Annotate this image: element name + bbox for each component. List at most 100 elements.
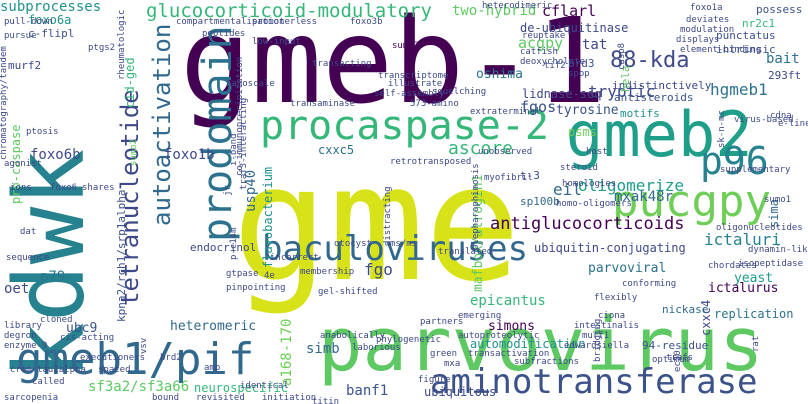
word: subprocesses <box>0 0 102 15</box>
word: distracting <box>383 186 393 246</box>
word: sarcopenia <box>4 393 59 403</box>
word: endocrinol <box>190 241 257 254</box>
word: steroid <box>560 163 598 173</box>
word: banf1 <box>346 383 389 399</box>
word: de-ubiquitinase <box>520 21 629 35</box>
word: intestinalis <box>574 321 640 331</box>
word: 4e <box>264 271 275 281</box>
word: squelching <box>432 87 487 97</box>
word: element-binding <box>680 45 762 55</box>
word: bait <box>766 51 800 67</box>
word: unobserved <box>478 147 533 157</box>
word: neurospecific <box>194 381 288 395</box>
word: ictaluri <box>704 230 782 249</box>
word: 88-kda <box>610 48 690 73</box>
word: fgo <box>364 260 393 279</box>
word: i-band <box>229 133 239 166</box>
word: otocyst <box>334 239 372 249</box>
word: figure <box>418 375 451 385</box>
word: casp8 <box>617 42 627 70</box>
word: transcriptome <box>378 71 449 81</box>
word: amp <box>204 363 221 373</box>
word: flexibly <box>594 293 638 303</box>
word: automodification <box>470 337 586 351</box>
word: simons <box>488 319 535 334</box>
word: executioners <box>80 353 146 363</box>
word: sumo1 <box>764 195 792 205</box>
word: cxxc5 <box>318 143 355 157</box>
word: blepharophimosis <box>471 163 481 250</box>
word: heteromeric <box>170 319 257 334</box>
word: revisited <box>196 393 245 403</box>
word: initiation <box>262 393 317 403</box>
word: edwardsiella <box>564 341 630 351</box>
word: foxo6 <box>50 183 78 193</box>
word: optimum <box>652 355 690 365</box>
word: two-hybrid <box>452 3 537 19</box>
word: deoxycholate <box>520 57 586 67</box>
word: lidnase-seq <box>522 87 602 101</box>
word: rheumatologic <box>117 9 127 80</box>
word: conforming <box>622 279 677 289</box>
word: cloned <box>40 315 73 325</box>
word: agonist <box>4 159 42 169</box>
word: traf3-interacting <box>239 97 249 190</box>
word: indistinctively <box>612 79 712 92</box>
word: foxo6b <box>30 147 81 163</box>
word: incorrect <box>270 253 319 263</box>
word: tat <box>582 37 608 53</box>
word: ptgs2 <box>88 43 116 53</box>
word: oligomerize <box>578 176 684 195</box>
word: modulation <box>680 25 735 35</box>
word: transaminase <box>290 99 356 109</box>
word: displays <box>676 35 720 45</box>
word: nr2c1 <box>742 17 776 30</box>
word: t-3 <box>520 169 540 182</box>
word: oshima <box>476 67 523 82</box>
word: laborious <box>352 343 401 353</box>
word: self-assembly <box>374 89 445 99</box>
word: ubiquitin-conjugating <box>534 241 686 255</box>
word: aminotransferase <box>430 362 758 402</box>
word: degron <box>4 331 37 341</box>
word: sf3a2/sf3a66 <box>88 379 190 395</box>
word: acgpy <box>518 34 564 52</box>
word: tif2 <box>544 61 566 71</box>
word: chromatography/tandem <box>0 46 9 160</box>
word: punctatus <box>716 29 776 42</box>
word: gmeb2 <box>566 98 753 171</box>
word: p96 <box>700 139 769 183</box>
word: yeast <box>734 271 774 286</box>
word: p-c14m <box>229 227 239 260</box>
word: gel-shifted <box>318 287 378 297</box>
word: titin <box>312 397 340 404</box>
word: gme <box>232 130 521 317</box>
word: compartmentalisation <box>176 17 285 27</box>
word: identical <box>240 381 289 391</box>
word: eil <box>553 180 582 199</box>
word: green <box>430 349 458 359</box>
word: parvovirus <box>318 302 764 388</box>
word: retrotransposed <box>390 157 472 167</box>
word: ciona <box>598 311 626 321</box>
word: chordates <box>708 261 757 271</box>
word: gmeb1/pif <box>16 334 255 385</box>
word: ms/ms <box>390 239 418 249</box>
word: nanoscale <box>226 79 275 89</box>
word: epicantus <box>470 293 546 309</box>
word: 94-residue <box>642 339 709 352</box>
word: hgmeb1 <box>710 80 768 99</box>
word: pursue <box>4 31 37 41</box>
word: illustrate <box>388 79 443 89</box>
word: dat <box>20 227 37 237</box>
word: ptosis <box>26 127 59 137</box>
word: reuptake <box>522 31 566 41</box>
word: pinpointing <box>226 283 286 293</box>
word: murf1 <box>582 331 610 341</box>
word: 573-amino <box>410 99 459 109</box>
word: intrinsic <box>716 43 776 56</box>
word: oet <box>4 281 30 297</box>
word: foxo1b <box>164 147 215 163</box>
word: shares <box>82 183 115 193</box>
word: homo-oligomers <box>556 199 632 209</box>
